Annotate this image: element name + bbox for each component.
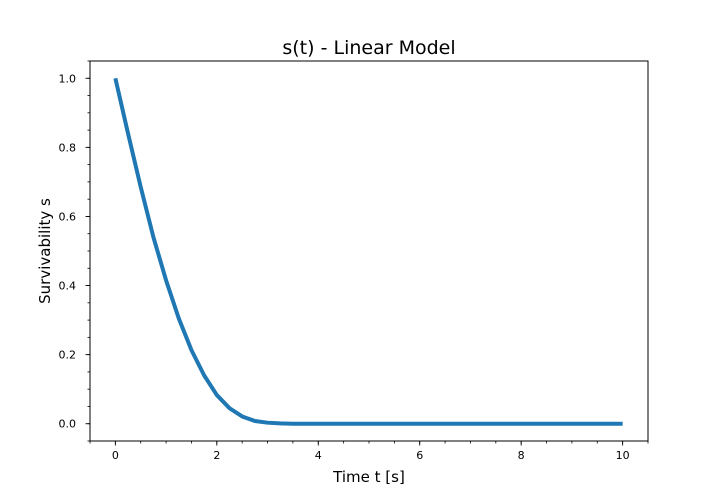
x-tick-label: 2	[213, 449, 220, 462]
x-tick-label: 8	[518, 449, 525, 462]
plot-frame	[89, 60, 649, 442]
y-tick-label: 0.2	[59, 349, 77, 362]
x-tick-label: 10	[616, 449, 630, 462]
y-axis-label: Survivability s	[36, 198, 54, 304]
x-tick-label: 4	[315, 449, 322, 462]
x-tick-label: 6	[416, 449, 423, 462]
y-tick-label: 0.6	[59, 210, 77, 223]
x-axis-label: Time t [s]	[332, 468, 405, 486]
ticks-layer: 0 2 4 6 8 10 0.0 0.2 0.4 0.6 0.8 1.0	[59, 60, 649, 462]
series-layer	[113, 77, 623, 426]
x-tick-label: 0	[112, 449, 119, 462]
chart-title: s(t) - Linear Model	[282, 37, 455, 59]
y-tick-label: 0.0	[59, 418, 77, 431]
y-tick-label: 0.4	[59, 280, 77, 293]
survivability-line	[113, 77, 623, 426]
y-tick-label: 0.8	[59, 141, 77, 154]
y-tick-label: 1.0	[59, 72, 77, 85]
